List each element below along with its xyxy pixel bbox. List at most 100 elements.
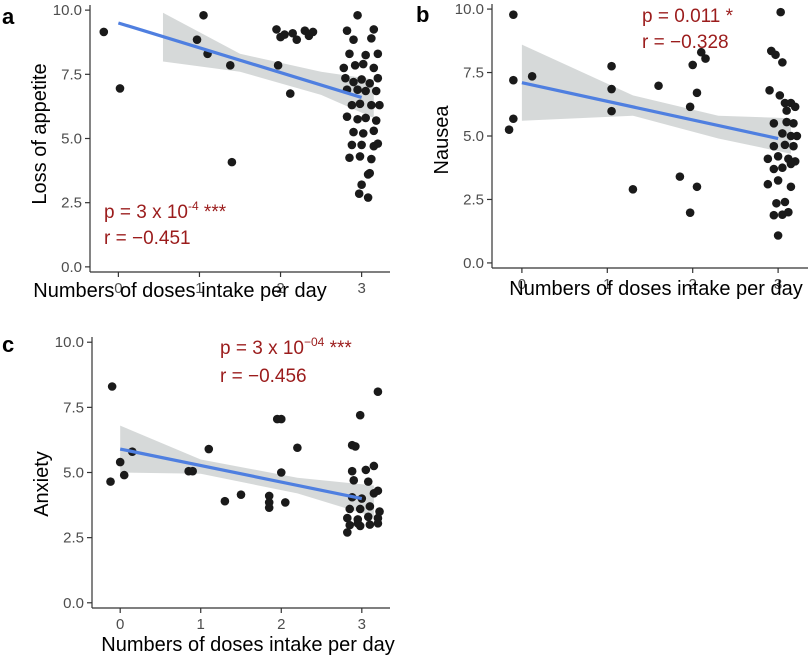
chart-b-point	[763, 154, 773, 164]
chart-a-point	[354, 189, 364, 198]
chart-a-point	[347, 140, 357, 150]
chart-b-point	[782, 117, 791, 127]
chart-a-point	[349, 77, 358, 87]
chart-b-axes: 0.0 2.5 5.0 7.5 10.0 0 1 2 3	[455, 1, 808, 293]
chart-a-point	[357, 180, 366, 190]
chart-c-xtick-label: 2	[277, 616, 285, 633]
chart-b-xtick-label: 2	[689, 276, 697, 293]
chart-a-point	[371, 86, 381, 96]
chart-c-point	[355, 410, 365, 420]
chart-b-point	[775, 91, 785, 100]
chart-b-ytick-label: 5.0	[463, 128, 484, 145]
panel-label-c: c	[2, 332, 14, 357]
chart-c-point	[115, 457, 125, 467]
chart-a-point	[353, 85, 362, 95]
chart-b-point	[769, 164, 779, 174]
chart-a-point	[280, 30, 289, 39]
chart-c-point	[264, 503, 274, 512]
chart-c-point	[363, 512, 373, 522]
chart-c-fit-line	[119, 447, 363, 501]
chart-c-xtick-label: 0	[116, 616, 124, 633]
chart-b-p-value: p = 0.011 *	[642, 6, 734, 27]
chart-c-r-value: r = −0.456	[220, 366, 307, 387]
chart-c-point	[369, 461, 379, 471]
chart-a-xlabel: Numbers of doses intake per day	[33, 280, 327, 302]
chart-b-point	[509, 75, 518, 85]
chart-a-ytick-label: 7.5	[61, 66, 82, 83]
chart-b-point	[789, 141, 798, 151]
chart-c-point	[343, 528, 352, 537]
chart-b-point	[685, 102, 695, 112]
chart-a-point	[373, 49, 383, 59]
chart-b-point	[692, 88, 702, 98]
chart-b-point	[776, 7, 785, 17]
chart-a-point	[363, 193, 373, 202]
chart-a-point	[308, 27, 318, 37]
chart-a-point	[349, 35, 358, 44]
chart-b-point	[769, 141, 779, 151]
chart-b-point	[773, 176, 783, 185]
chart-c-point	[353, 519, 363, 528]
chart-b-ytick-label: 7.5	[463, 65, 484, 82]
chart-c-point	[351, 442, 360, 451]
chart-b-point	[773, 231, 783, 240]
chart-a-point	[288, 28, 298, 38]
chart-a-point	[285, 89, 295, 98]
chart-a-point	[375, 100, 384, 110]
chart-c-confidence-band	[120, 425, 374, 517]
chart-c-point	[188, 466, 197, 476]
chart-b-point	[654, 81, 663, 91]
chart-a-point	[345, 153, 354, 163]
chart-a-point	[369, 25, 379, 34]
chart-a-point	[347, 100, 357, 110]
chart-a-point	[367, 34, 376, 43]
chart-a-point	[355, 99, 365, 109]
chart-c-point	[347, 466, 357, 476]
chart-b-point	[782, 106, 791, 115]
chart-a-point	[199, 10, 208, 20]
chart-c-ylabel: Anxiety	[31, 451, 53, 517]
chart-c-point	[361, 465, 371, 475]
chart-a-point	[99, 27, 109, 37]
chart-c-point	[343, 513, 352, 523]
chart-b-xtick-label: 1	[603, 276, 611, 293]
chart-b-point	[786, 131, 796, 141]
chart-c-ytick-label: 2.5	[63, 530, 84, 547]
chart-c-point	[345, 520, 355, 530]
chart-c-ytick-label: 10.0	[55, 334, 84, 351]
panel-label-a: a	[2, 4, 15, 29]
chart-b-fit-line	[521, 81, 779, 141]
chart-a-ytick-label: 10.0	[53, 2, 82, 19]
chart-b-point	[628, 185, 638, 194]
chart-b-point	[701, 54, 710, 63]
chart-b-ylabel: Nausea	[431, 105, 453, 175]
chart-c-ytick-label: 0.0	[63, 595, 84, 612]
chart-c-point	[373, 519, 383, 528]
chart-c-point	[365, 520, 375, 529]
chart-b-point	[769, 119, 779, 128]
chart-b-point	[771, 50, 780, 60]
chart-a-r-value: r = −0.451	[104, 228, 191, 249]
chart-b-point	[607, 84, 616, 94]
chart-b-confidence-band	[521, 44, 791, 154]
chart-c-xtick-label: 1	[197, 616, 205, 633]
chart-b-point	[509, 114, 518, 124]
chart-c-point	[236, 490, 246, 499]
chart-a-point	[369, 126, 379, 136]
chart-a-point	[292, 35, 302, 44]
chart-a-point	[357, 140, 366, 150]
chart-b-point	[769, 210, 779, 220]
chart-c-p-value: p = 3 x 10−04 ***	[220, 335, 352, 359]
chart-a-point	[227, 157, 237, 167]
chart-a-point	[342, 112, 352, 121]
chart-a-xtick-label: 3	[357, 280, 365, 297]
chart-b-ytick-label: 2.5	[463, 191, 484, 208]
chart-b-point	[509, 10, 518, 19]
chart-c-points	[106, 382, 384, 537]
chart-b-point	[607, 106, 616, 116]
chart-b-point	[792, 131, 802, 141]
chart-a-point	[192, 35, 202, 44]
chart-a-point	[273, 61, 283, 70]
chart-b-point	[685, 208, 695, 217]
